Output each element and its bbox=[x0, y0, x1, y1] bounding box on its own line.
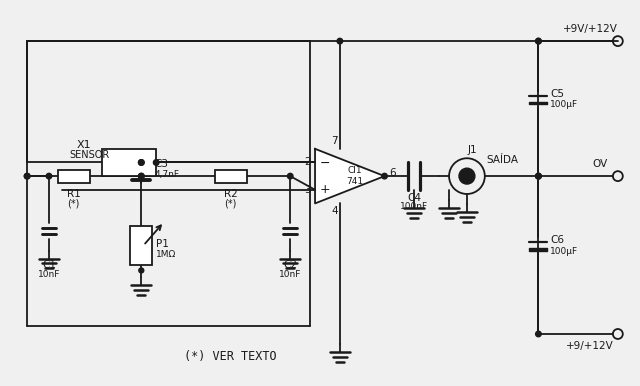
Text: 7: 7 bbox=[332, 136, 338, 146]
Text: (*): (*) bbox=[225, 199, 237, 209]
Polygon shape bbox=[315, 149, 385, 203]
Text: R1: R1 bbox=[67, 189, 81, 199]
Text: 4: 4 bbox=[332, 207, 338, 217]
Bar bbox=[102, 149, 156, 176]
Circle shape bbox=[24, 173, 30, 179]
Text: 100μF: 100μF bbox=[550, 100, 579, 109]
Text: C2: C2 bbox=[284, 261, 297, 271]
Text: (*): (*) bbox=[68, 199, 80, 209]
Circle shape bbox=[536, 173, 541, 179]
Circle shape bbox=[381, 173, 387, 179]
Text: 3: 3 bbox=[304, 185, 310, 195]
Circle shape bbox=[138, 173, 144, 179]
Text: 10nF: 10nF bbox=[38, 270, 60, 279]
Text: +9V/+12V: +9V/+12V bbox=[563, 24, 618, 34]
Text: C4: C4 bbox=[407, 193, 421, 203]
Circle shape bbox=[154, 160, 159, 165]
Text: 100μF: 100μF bbox=[550, 247, 579, 256]
Circle shape bbox=[536, 38, 541, 44]
Text: 2: 2 bbox=[304, 157, 310, 168]
Circle shape bbox=[536, 331, 541, 337]
Bar bbox=[58, 170, 90, 183]
Circle shape bbox=[138, 160, 144, 165]
Circle shape bbox=[287, 173, 293, 179]
Text: +: + bbox=[319, 183, 330, 196]
Text: J1: J1 bbox=[467, 145, 477, 155]
Circle shape bbox=[536, 38, 541, 44]
Text: C3: C3 bbox=[154, 159, 168, 169]
Text: −: − bbox=[320, 157, 330, 170]
Text: +9/+12V: +9/+12V bbox=[566, 341, 614, 351]
Circle shape bbox=[46, 173, 52, 179]
Text: C6: C6 bbox=[550, 235, 564, 245]
Text: SAÍDA: SAÍDA bbox=[487, 155, 519, 165]
Text: SENSOR: SENSOR bbox=[70, 149, 110, 159]
Text: OV: OV bbox=[593, 159, 607, 169]
Text: 100nF: 100nF bbox=[400, 202, 428, 212]
Circle shape bbox=[536, 173, 541, 179]
Circle shape bbox=[138, 173, 144, 179]
Text: 1MΩ: 1MΩ bbox=[156, 250, 177, 259]
Circle shape bbox=[138, 160, 144, 165]
Text: C1: C1 bbox=[42, 261, 56, 271]
Text: CI1
741: CI1 741 bbox=[346, 166, 364, 186]
Text: P1: P1 bbox=[156, 239, 169, 249]
Text: R2: R2 bbox=[224, 189, 237, 199]
Text: X1: X1 bbox=[76, 140, 91, 150]
Circle shape bbox=[459, 168, 475, 184]
Circle shape bbox=[536, 173, 541, 179]
Bar bbox=[215, 170, 246, 183]
Text: 6: 6 bbox=[389, 168, 396, 178]
Circle shape bbox=[139, 268, 144, 273]
Circle shape bbox=[24, 173, 30, 179]
Text: C5: C5 bbox=[550, 89, 564, 99]
Text: (*) VER TEXTO: (*) VER TEXTO bbox=[184, 350, 277, 363]
Text: 4,7nF: 4,7nF bbox=[154, 170, 179, 179]
Text: 10nF: 10nF bbox=[279, 270, 301, 279]
Circle shape bbox=[337, 38, 342, 44]
Bar bbox=[131, 226, 152, 266]
